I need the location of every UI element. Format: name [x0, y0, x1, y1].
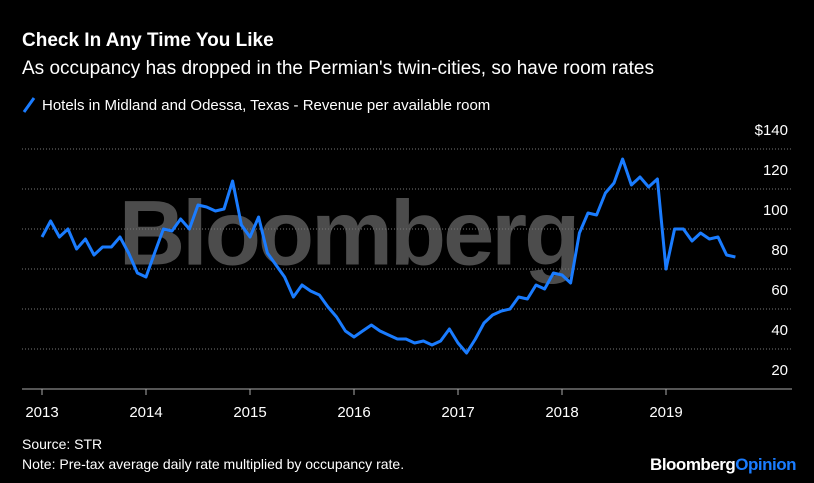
chart-subtitle: As occupancy has dropped in the Permian'… [22, 58, 654, 79]
y-tick-label: 80 [771, 242, 788, 259]
logo: BloombergOpinion [650, 455, 796, 474]
y-tick-label: 40 [771, 322, 788, 339]
watermark: Bloomberg [119, 182, 578, 284]
y-tick-label: 60 [771, 282, 788, 299]
data-line [40, 157, 736, 355]
y-tick-label: 120 [763, 162, 788, 179]
x-tick-label: 2014 [129, 404, 162, 421]
note: Note: Pre-tax average daily rate multipl… [22, 456, 404, 472]
y-tick-label: 20 [771, 362, 788, 379]
x-tick-label: 2017 [441, 404, 474, 421]
x-tick-label: 2016 [337, 404, 370, 421]
chart-title: Check In Any Time You Like [22, 30, 274, 51]
x-tick-label: 2015 [233, 404, 266, 421]
x-tick-label: 2018 [545, 404, 578, 421]
logo-opinion: Opinion [735, 455, 796, 474]
y-tick-label: 100 [763, 202, 788, 219]
legend-label: Hotels in Midland and Odessa, Texas - Re… [42, 97, 490, 114]
x-tick-label: 2013 [25, 404, 58, 421]
logo-bloomberg: Bloomberg [650, 455, 735, 474]
legend-swatch [22, 97, 36, 113]
x-tick-label: 2019 [649, 404, 682, 421]
y-tick-label: $140 [755, 122, 788, 139]
source: Source: STR [22, 436, 102, 452]
